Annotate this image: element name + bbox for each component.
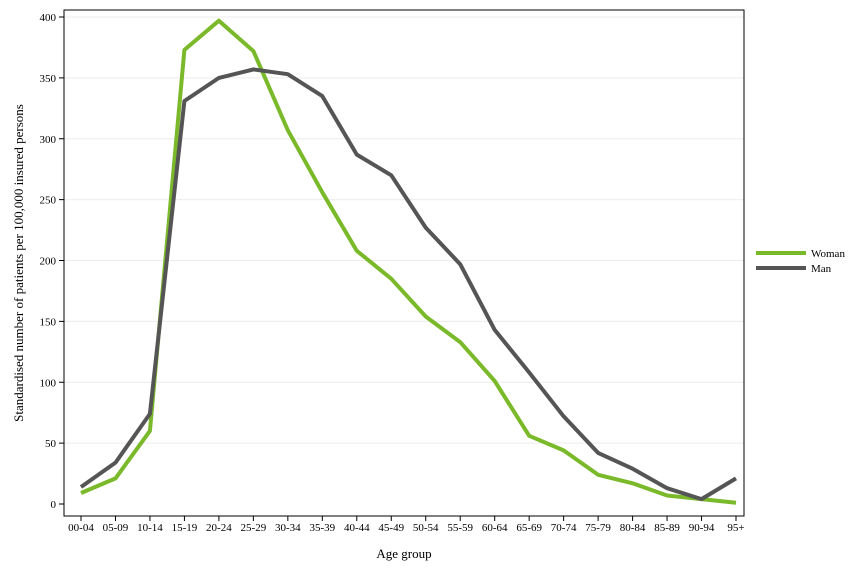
x-tick-label: 90-94: [689, 522, 715, 534]
x-tick-label: 50-54: [413, 522, 439, 534]
legend: Woman Man: [756, 248, 845, 275]
x-axis: 00-04 05-09 10-14 15-19 20-24 25-29 30-34 35-39…: [68, 516, 745, 534]
x-tick-label: 25-29: [241, 522, 267, 534]
plot-area-frame: [63, 9, 745, 517]
gridlines: [64, 16, 744, 444]
x-tick-label: 30-34: [275, 522, 301, 534]
x-tick-label: 00-04: [68, 522, 94, 534]
y-tick-label: 50: [45, 438, 57, 450]
series-lines: [79, 18, 738, 505]
x-tick-label: 05-09: [103, 522, 129, 534]
series-line-woman: [80, 18, 737, 505]
y-tick-label: 200: [40, 256, 57, 268]
y-tick-label: 0: [51, 499, 57, 511]
y-axis-title: Standardised number of patients per 100,…: [11, 104, 26, 422]
x-tick-label: 45-49: [378, 522, 404, 534]
x-tick-label: 75-79: [585, 522, 611, 534]
x-tick-label: 60-64: [482, 522, 508, 534]
x-tick-label: 20-24: [206, 522, 232, 534]
x-tick-label: 35-39: [309, 522, 335, 534]
y-tick-label: 400: [40, 12, 57, 24]
y-tick-label: 150: [40, 316, 57, 328]
y-tick-label: 100: [40, 377, 57, 389]
legend-label-man: Man: [811, 263, 832, 275]
legend-label-woman: Woman: [811, 248, 845, 260]
y-tick-label: 350: [40, 73, 57, 85]
y-tick-label: 300: [40, 134, 57, 146]
x-tick-label: 15-19: [172, 522, 198, 534]
x-tick-label: 40-44: [344, 522, 370, 534]
x-axis-title: Age group: [376, 546, 431, 561]
x-tick-label: 10-14: [137, 522, 163, 534]
y-axis: 0 50 100 150 200 250 300 350 400: [40, 12, 64, 511]
x-tick-label: 80-84: [620, 522, 646, 534]
series-line-man: [79, 67, 738, 502]
x-tick-label: 85-89: [654, 522, 680, 534]
x-tick-label: 95+: [727, 522, 744, 534]
y-tick-label: 250: [40, 195, 57, 207]
x-tick-label: 70-74: [551, 522, 577, 534]
x-tick-label: 65-69: [516, 522, 542, 534]
x-tick-label: 55-59: [447, 522, 473, 534]
